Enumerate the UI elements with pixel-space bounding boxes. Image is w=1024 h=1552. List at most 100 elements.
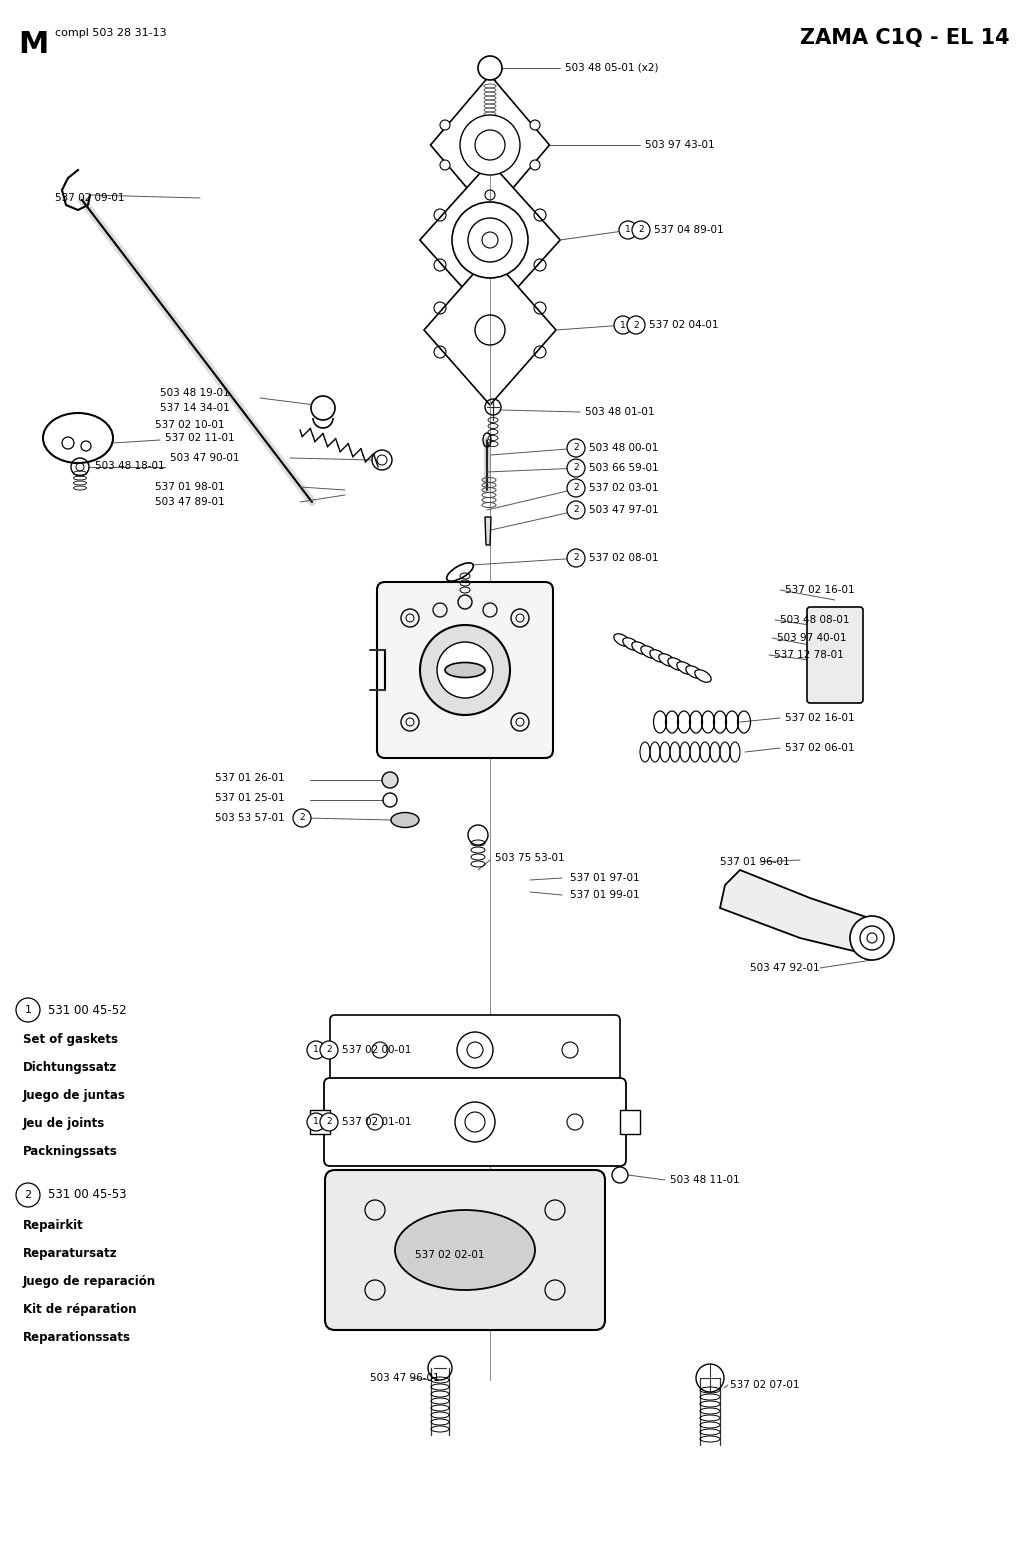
Ellipse shape xyxy=(395,1211,535,1290)
Text: 503 97 43-01: 503 97 43-01 xyxy=(645,140,715,151)
Text: 537 01 96-01: 537 01 96-01 xyxy=(720,857,790,868)
Text: Kit de réparation: Kit de réparation xyxy=(23,1302,136,1316)
Ellipse shape xyxy=(641,646,657,658)
Text: 503 47 90-01: 503 47 90-01 xyxy=(170,453,240,462)
Circle shape xyxy=(632,220,650,239)
Ellipse shape xyxy=(445,663,485,678)
Text: 537 02 01-01: 537 02 01-01 xyxy=(342,1117,412,1127)
Text: 537 02 00-01: 537 02 00-01 xyxy=(342,1044,412,1055)
Text: Jeu de joints: Jeu de joints xyxy=(23,1117,105,1130)
Ellipse shape xyxy=(623,638,639,650)
Text: 537 02 08-01: 537 02 08-01 xyxy=(589,553,658,563)
Ellipse shape xyxy=(632,643,648,655)
Text: 2: 2 xyxy=(573,444,579,453)
Text: 2: 2 xyxy=(638,225,644,234)
Circle shape xyxy=(482,231,498,248)
Text: Packningssats: Packningssats xyxy=(23,1145,118,1158)
Circle shape xyxy=(420,625,510,715)
Text: 2: 2 xyxy=(633,321,639,329)
Text: 2: 2 xyxy=(573,484,579,492)
Circle shape xyxy=(475,130,505,160)
FancyBboxPatch shape xyxy=(325,1170,605,1330)
Text: 503 48 01-01: 503 48 01-01 xyxy=(585,407,654,417)
Polygon shape xyxy=(430,74,550,216)
Text: 2: 2 xyxy=(573,506,579,515)
Text: 503 47 92-01: 503 47 92-01 xyxy=(750,962,819,973)
Ellipse shape xyxy=(668,658,684,670)
Text: 537 02 04-01: 537 02 04-01 xyxy=(649,320,719,331)
Circle shape xyxy=(567,439,585,456)
Text: 2: 2 xyxy=(327,1117,332,1127)
Circle shape xyxy=(567,480,585,497)
Circle shape xyxy=(627,317,645,334)
Text: 503 48 11-01: 503 48 11-01 xyxy=(670,1175,739,1186)
Text: Reparatursatz: Reparatursatz xyxy=(23,1246,118,1260)
Text: 503 66 59-01: 503 66 59-01 xyxy=(589,462,658,473)
Text: 503 47 96-01: 503 47 96-01 xyxy=(370,1374,439,1383)
Polygon shape xyxy=(424,255,556,405)
Text: Juego de juntas: Juego de juntas xyxy=(23,1090,126,1102)
Text: 537 02 09-01: 537 02 09-01 xyxy=(55,192,125,203)
Ellipse shape xyxy=(650,650,667,663)
Circle shape xyxy=(530,160,540,171)
Text: 2: 2 xyxy=(573,554,579,562)
Ellipse shape xyxy=(677,661,693,674)
Circle shape xyxy=(478,56,502,81)
Text: 537 12 78-01: 537 12 78-01 xyxy=(774,650,844,660)
Text: 2: 2 xyxy=(327,1046,332,1054)
Ellipse shape xyxy=(391,813,419,827)
Text: 537 02 11-01: 537 02 11-01 xyxy=(165,433,234,442)
FancyBboxPatch shape xyxy=(330,1015,620,1085)
Text: 503 48 08-01: 503 48 08-01 xyxy=(780,615,850,625)
FancyBboxPatch shape xyxy=(310,1110,330,1135)
Text: 503 48 19-01: 503 48 19-01 xyxy=(160,388,229,397)
Ellipse shape xyxy=(43,413,113,462)
Circle shape xyxy=(567,459,585,476)
Circle shape xyxy=(382,771,398,788)
Text: compl 503 28 31-13: compl 503 28 31-13 xyxy=(55,28,167,37)
Text: ZAMA C1Q - EL 14: ZAMA C1Q - EL 14 xyxy=(801,28,1010,48)
Text: 537 01 98-01: 537 01 98-01 xyxy=(155,483,224,492)
Text: 1: 1 xyxy=(313,1046,318,1054)
Text: 503 75 53-01: 503 75 53-01 xyxy=(495,854,564,863)
Circle shape xyxy=(16,1183,40,1207)
Circle shape xyxy=(530,120,540,130)
Circle shape xyxy=(468,217,512,262)
Circle shape xyxy=(307,1113,325,1131)
FancyBboxPatch shape xyxy=(620,1110,640,1135)
Text: 537 02 03-01: 537 02 03-01 xyxy=(589,483,658,494)
Circle shape xyxy=(460,115,520,175)
Polygon shape xyxy=(485,517,490,545)
Text: 1: 1 xyxy=(621,321,626,329)
Text: 2: 2 xyxy=(25,1190,32,1200)
Text: 537 02 06-01: 537 02 06-01 xyxy=(785,743,854,753)
Circle shape xyxy=(850,916,894,961)
Polygon shape xyxy=(720,871,890,954)
Text: 503 48 05-01 (x2): 503 48 05-01 (x2) xyxy=(565,64,658,73)
Circle shape xyxy=(16,998,40,1023)
Ellipse shape xyxy=(686,666,702,678)
FancyBboxPatch shape xyxy=(807,607,863,703)
Circle shape xyxy=(311,396,335,421)
Circle shape xyxy=(319,1041,338,1058)
Text: Repairkit: Repairkit xyxy=(23,1218,84,1231)
Text: 537 02 07-01: 537 02 07-01 xyxy=(730,1380,800,1391)
Text: 537 01 99-01: 537 01 99-01 xyxy=(570,889,640,900)
Text: 1: 1 xyxy=(25,1006,32,1015)
Circle shape xyxy=(567,501,585,518)
Text: 537 01 97-01: 537 01 97-01 xyxy=(570,872,640,883)
Text: 503 47 89-01: 503 47 89-01 xyxy=(155,497,224,508)
Text: 531 00 45-52: 531 00 45-52 xyxy=(48,1004,127,1017)
Ellipse shape xyxy=(695,670,712,683)
Text: Juego de reparación: Juego de reparación xyxy=(23,1274,156,1288)
Text: 503 97 40-01: 503 97 40-01 xyxy=(777,633,847,643)
Text: 1: 1 xyxy=(625,225,631,234)
Ellipse shape xyxy=(613,633,630,646)
Text: 537 02 10-01: 537 02 10-01 xyxy=(155,421,224,430)
Circle shape xyxy=(319,1113,338,1131)
Circle shape xyxy=(293,809,311,827)
Circle shape xyxy=(452,202,528,278)
Circle shape xyxy=(440,120,450,130)
Ellipse shape xyxy=(658,653,675,666)
Text: 537 14 34-01: 537 14 34-01 xyxy=(160,404,229,413)
